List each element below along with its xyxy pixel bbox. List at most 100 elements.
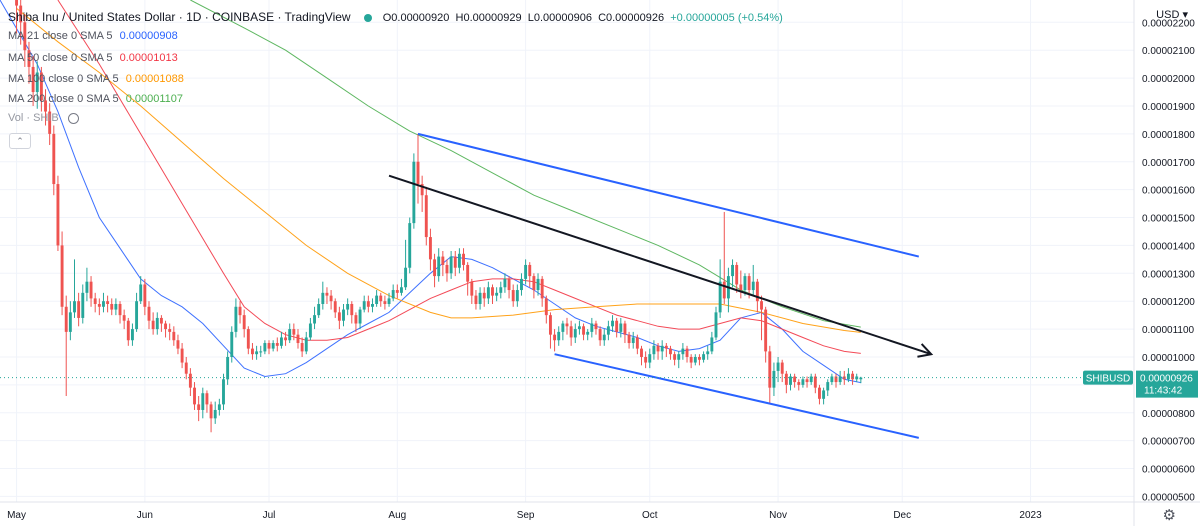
candle-body xyxy=(230,331,234,357)
change-value: +0.00000005 (+0.54%) xyxy=(670,12,783,24)
candle-body xyxy=(77,301,81,318)
candle-body xyxy=(271,343,275,349)
candle-body xyxy=(793,376,797,383)
candle-body xyxy=(428,237,432,260)
price-tag-value: 0.00000926 xyxy=(1140,374,1193,385)
ma-50-legend[interactable]: MA 50 close 0 SMA 5 0.00001013 xyxy=(8,52,178,64)
candle-body xyxy=(511,290,515,302)
candle-body xyxy=(826,382,830,391)
candle-body xyxy=(400,287,403,293)
candle-body xyxy=(491,287,494,296)
candle-body xyxy=(565,323,569,327)
candle-body xyxy=(673,354,677,360)
eye-hidden-icon[interactable] xyxy=(67,112,79,124)
candle-body xyxy=(482,292,486,299)
candle-body xyxy=(478,292,482,304)
candle-layer xyxy=(15,0,863,433)
symbol-tag xyxy=(1083,370,1133,385)
candle-body xyxy=(68,312,72,332)
candle-body xyxy=(664,345,668,349)
candle-body xyxy=(139,284,143,302)
candle-body xyxy=(387,298,391,304)
candle-body xyxy=(433,259,437,277)
candle-body xyxy=(731,264,734,277)
candle-body xyxy=(553,334,557,341)
candle-body xyxy=(97,303,101,307)
ma-21-legend[interactable]: MA 21 close 0 SMA 5 0.00000908 xyxy=(8,30,178,42)
currency-select[interactable]: USD ▾ xyxy=(1156,8,1188,21)
candle-body xyxy=(631,337,635,344)
candle-body xyxy=(238,306,242,316)
candle-body xyxy=(143,284,147,307)
symbol-title[interactable]: Shiba Inu / United States Dollar · 1D · … xyxy=(8,10,351,24)
candle-body xyxy=(412,161,416,224)
collapse-legend-button[interactable]: ⌃ xyxy=(9,133,31,149)
candle-body xyxy=(784,373,788,385)
settings-gear-icon[interactable]: ⚙ xyxy=(1162,507,1176,524)
candle-body xyxy=(437,256,441,277)
candle-body xyxy=(515,290,519,302)
candle-body xyxy=(445,264,449,274)
x-tick-label: May xyxy=(7,510,26,521)
candle-body xyxy=(797,382,801,385)
candle-body xyxy=(122,315,126,321)
candle-body xyxy=(197,404,201,410)
y-tick-label: 0.00000600 xyxy=(1142,465,1195,476)
candle-body xyxy=(395,290,399,293)
volume-legend[interactable]: Vol · SHIB xyxy=(8,112,79,124)
candle-body xyxy=(822,390,826,399)
candle-body xyxy=(669,348,672,355)
candle-body xyxy=(404,267,408,288)
candle-body xyxy=(114,303,118,310)
candle-body xyxy=(325,292,329,296)
candle-body xyxy=(362,301,366,310)
ma-50-value: 0.00001013 xyxy=(119,52,178,64)
candle-body xyxy=(304,337,308,352)
candle-body xyxy=(755,281,759,302)
candle-body xyxy=(561,323,565,332)
ma-100-legend[interactable]: MA 100 close 0 SMA 5 0.00001088 xyxy=(8,73,184,85)
ma-200-legend[interactable]: MA 200 close 0 SMA 5 0.00001107 xyxy=(8,93,183,105)
candle-body xyxy=(188,373,192,388)
candle-body xyxy=(859,377,863,380)
candle-body xyxy=(495,292,499,296)
candle-body xyxy=(39,72,43,101)
candle-body xyxy=(598,329,602,341)
candle-body xyxy=(544,298,548,316)
candle-body xyxy=(217,404,221,410)
y-tick-label: 0.00001600 xyxy=(1142,186,1195,197)
y-tick-label: 0.00001100 xyxy=(1142,325,1195,336)
candle-body xyxy=(457,253,461,268)
candle-body xyxy=(714,312,718,338)
candle-body xyxy=(267,343,271,349)
candle-body xyxy=(611,320,614,327)
upper-channel-line xyxy=(417,132,920,258)
candle-body xyxy=(652,345,656,355)
trend-line-layer xyxy=(388,132,934,439)
candle-body xyxy=(118,303,122,316)
low-value: L0.00000906 xyxy=(527,12,592,24)
price-tag-countdown: 11:43:42 xyxy=(1144,386,1183,397)
candle-body xyxy=(635,337,639,349)
candle-body xyxy=(313,315,316,324)
candle-body xyxy=(205,393,209,405)
candle-body xyxy=(342,309,345,321)
candle-body xyxy=(164,323,167,330)
candle-body xyxy=(317,303,321,316)
chevron-up-icon: ⌃ xyxy=(16,136,24,146)
market-status-dot xyxy=(363,14,372,23)
candle-body xyxy=(834,376,838,383)
candle-body xyxy=(35,72,39,93)
y-tick-label: 0.00001400 xyxy=(1142,241,1195,252)
candle-body xyxy=(818,387,821,399)
ma-100-label: MA 100 close 0 SMA 5 xyxy=(8,73,119,85)
candle-body xyxy=(739,284,743,291)
ma-50-label: MA 50 close 0 SMA 5 xyxy=(8,52,113,64)
y-tick-label: 0.00001800 xyxy=(1142,130,1195,141)
ma-line-ma-21 xyxy=(0,0,861,384)
candle-body xyxy=(15,0,19,6)
x-tick-label: Dec xyxy=(893,510,911,521)
candle-body xyxy=(44,100,47,112)
candle-body xyxy=(135,301,139,330)
